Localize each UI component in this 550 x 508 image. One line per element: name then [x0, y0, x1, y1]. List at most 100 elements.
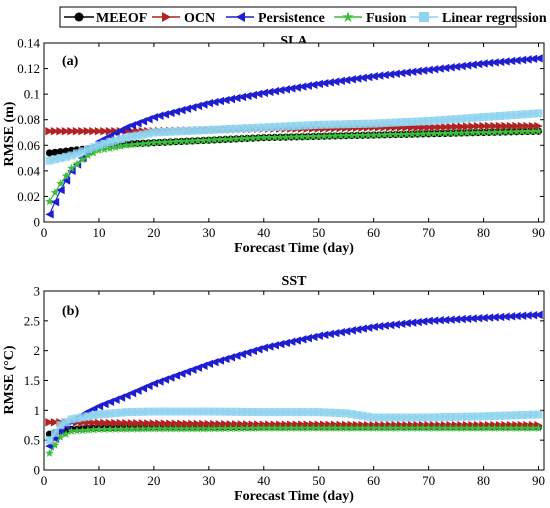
- data-point-linear-regression-89: [534, 109, 543, 118]
- data-point-linear-regression-61: [380, 119, 389, 128]
- data-point-fusion-57: [358, 130, 367, 139]
- data-point-persistence-74: [451, 315, 461, 324]
- data-point-linear-regression-34: [232, 407, 241, 416]
- data-point-linear-regression-65: [402, 118, 411, 127]
- data-point-linear-regression-82: [496, 112, 505, 121]
- data-point-linear-regression-64: [397, 118, 406, 127]
- data-point-linear-regression-12: [111, 409, 120, 418]
- data-point-persistence-67: [413, 317, 422, 327]
- data-point-fusion-82: [495, 127, 505, 136]
- data-point-linear-regression-25: [182, 126, 191, 135]
- x-tick-label: 80: [477, 225, 490, 240]
- data-point-fusion-26: [188, 136, 197, 145]
- data-point-linear-regression-38: [254, 408, 263, 417]
- y-tick-label: 3: [34, 284, 41, 299]
- y-tick-label: 0.5: [24, 433, 40, 448]
- data-point-linear-regression-80: [485, 112, 494, 121]
- data-point-fusion-10: [100, 144, 109, 154]
- data-point-fusion-37: [248, 423, 258, 432]
- data-point-persistence-67: [413, 66, 422, 76]
- x-tick-label: 70: [422, 473, 435, 488]
- data-point-linear-regression-20: [155, 128, 164, 137]
- data-point-linear-regression-7: [83, 145, 92, 154]
- data-point-linear-regression-23: [171, 407, 180, 416]
- data-point-persistence-54: [341, 75, 351, 85]
- data-point-fusion-24: [177, 424, 186, 433]
- data-point-ocn-83: [501, 121, 510, 131]
- data-point-linear-regression-60: [375, 119, 384, 128]
- data-point-persistence-83: [501, 57, 510, 66]
- data-point-ocn-1: [50, 127, 60, 136]
- data-point-fusion-8: [89, 148, 98, 157]
- data-point-fusion-74: [451, 128, 461, 137]
- data-point-ocn-11: [105, 127, 115, 136]
- data-point-fusion-83: [501, 127, 510, 136]
- data-point-linear-regression-32: [221, 407, 230, 416]
- data-point-ocn-25: [182, 419, 192, 429]
- data-point-persistence-61: [380, 321, 389, 330]
- data-point-fusion-3: [61, 171, 71, 180]
- data-point-persistence-48: [309, 80, 318, 90]
- x-tick-label: 20: [147, 473, 160, 488]
- x-tick-label: 30: [202, 225, 215, 240]
- data-point-linear-regression-77: [468, 412, 477, 421]
- data-point-linear-regression-6: [78, 413, 87, 422]
- data-point-persistence-26: [188, 103, 197, 112]
- data-point-fusion-63: [391, 423, 400, 432]
- data-point-fusion-7: [83, 425, 93, 434]
- data-point-fusion-62: [385, 130, 395, 139]
- data-point-persistence-44: [287, 84, 296, 93]
- data-point-ocn-19: [149, 419, 159, 428]
- data-point-persistence-59: [369, 72, 378, 81]
- data-point-fusion-72: [440, 423, 450, 432]
- data-point-persistence-21: [160, 110, 170, 119]
- x-tick-label: 90: [532, 473, 545, 488]
- data-point-persistence-62: [385, 70, 395, 79]
- data-point-linear-regression-7: [83, 412, 92, 421]
- data-point-persistence-47: [303, 81, 312, 90]
- data-point-linear-regression-50: [320, 120, 329, 129]
- data-point-ocn-80: [484, 121, 494, 131]
- data-point-persistence-38: [254, 345, 263, 354]
- x-tick-label: 50: [312, 473, 325, 488]
- data-point-fusion-55: [347, 423, 356, 432]
- data-point-ocn-28: [199, 419, 208, 429]
- data-point-fusion-45: [292, 132, 302, 141]
- data-point-linear-regression-24: [177, 407, 186, 416]
- data-point-linear-regression-5: [72, 414, 81, 423]
- data-point-persistence-57: [358, 73, 367, 82]
- data-point-linear-regression-44: [287, 122, 296, 131]
- data-point-ocn-23: [171, 419, 181, 428]
- data-point-persistence-82: [495, 312, 505, 322]
- data-point-linear-regression-82: [496, 411, 505, 420]
- data-point-persistence-33: [226, 94, 236, 104]
- data-point-linear-regression-25: [182, 407, 191, 416]
- data-point-linear-regression-30: [210, 407, 219, 416]
- y-tick-label: 0.08: [17, 112, 40, 127]
- data-point-fusion-48: [308, 423, 318, 432]
- data-point-fusion-79: [479, 423, 488, 432]
- data-point-fusion-3: [61, 429, 71, 438]
- data-point-linear-regression-35: [237, 124, 246, 133]
- data-point-linear-regression-28: [199, 126, 208, 135]
- data-point-linear-regression-75: [457, 114, 466, 123]
- data-point-persistence-70: [429, 65, 439, 74]
- data-point-persistence-56: [352, 74, 362, 83]
- data-point-persistence-76: [462, 314, 472, 323]
- data-point-fusion-29: [204, 135, 214, 144]
- data-point-persistence-63: [391, 320, 400, 329]
- data-point-linear-regression-36: [243, 407, 252, 416]
- legend-marker-fusion: ★: [341, 8, 354, 26]
- data-point-persistence-73: [446, 63, 455, 72]
- data-point-fusion-30: [210, 135, 219, 144]
- data-point-linear-regression-1: [50, 428, 59, 437]
- data-point-fusion-29: [204, 424, 214, 433]
- data-point-fusion-34: [232, 134, 241, 143]
- data-point-fusion-20: [155, 424, 164, 433]
- data-point-persistence-84: [506, 312, 516, 321]
- data-point-persistence-85: [512, 56, 521, 65]
- data-point-linear-regression-37: [248, 123, 257, 132]
- data-point-persistence-75: [457, 61, 466, 71]
